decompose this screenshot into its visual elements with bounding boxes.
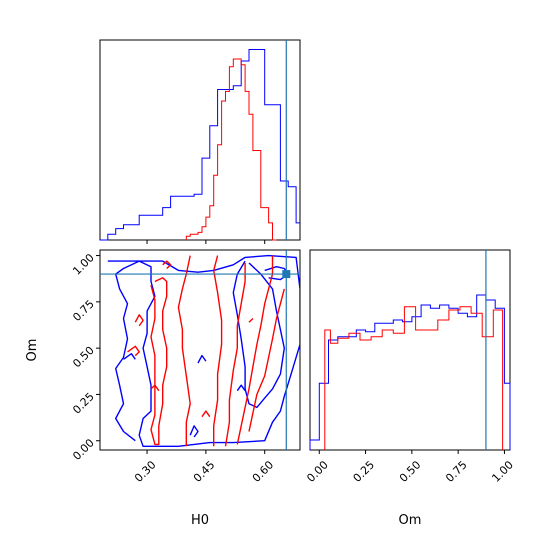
om-histogram-red xyxy=(324,306,504,450)
contour-x-label: H0 xyxy=(191,513,209,528)
contour-line-red xyxy=(201,410,211,418)
h0-marginal-frame xyxy=(99,39,301,241)
om-histogram-blue xyxy=(309,294,511,450)
om-marginal-frame xyxy=(309,249,511,451)
h0-marginal-panel xyxy=(99,39,301,244)
contour-y-label: Om xyxy=(25,339,40,362)
contour-line-blue xyxy=(236,384,246,392)
contour-line-blue xyxy=(107,254,300,447)
contour-line-red xyxy=(213,255,223,447)
contour-line-red xyxy=(224,263,246,447)
om-marginal-panel: Om 0.00 0.25 0.50 0.75 1.00 xyxy=(304,249,516,528)
contour-line-blue xyxy=(232,260,285,409)
contour-line-red xyxy=(177,255,191,447)
h0-histogram-blue xyxy=(100,49,300,241)
contour-line-blue xyxy=(197,354,207,364)
contour-truth-marker xyxy=(282,270,291,279)
contour-lines-group xyxy=(107,254,300,447)
om-x-label: Om xyxy=(399,513,422,528)
contour-panel: H0 Om 0.30 0.45 0.600.000.250.500.751.00 xyxy=(25,249,301,528)
contour-line-red xyxy=(134,314,144,327)
contour-line-red xyxy=(248,288,285,432)
contour-line-blue xyxy=(189,425,199,438)
contour-frame xyxy=(99,249,301,451)
contour-line-red xyxy=(127,345,140,357)
contour-line-blue xyxy=(123,353,136,360)
contour-line-red xyxy=(162,260,172,270)
contour-line-red xyxy=(150,384,160,392)
contour-line-red xyxy=(150,277,168,446)
contour-line-red xyxy=(248,317,254,323)
h0-histogram-red xyxy=(185,58,277,241)
contour-line-red xyxy=(236,255,274,445)
